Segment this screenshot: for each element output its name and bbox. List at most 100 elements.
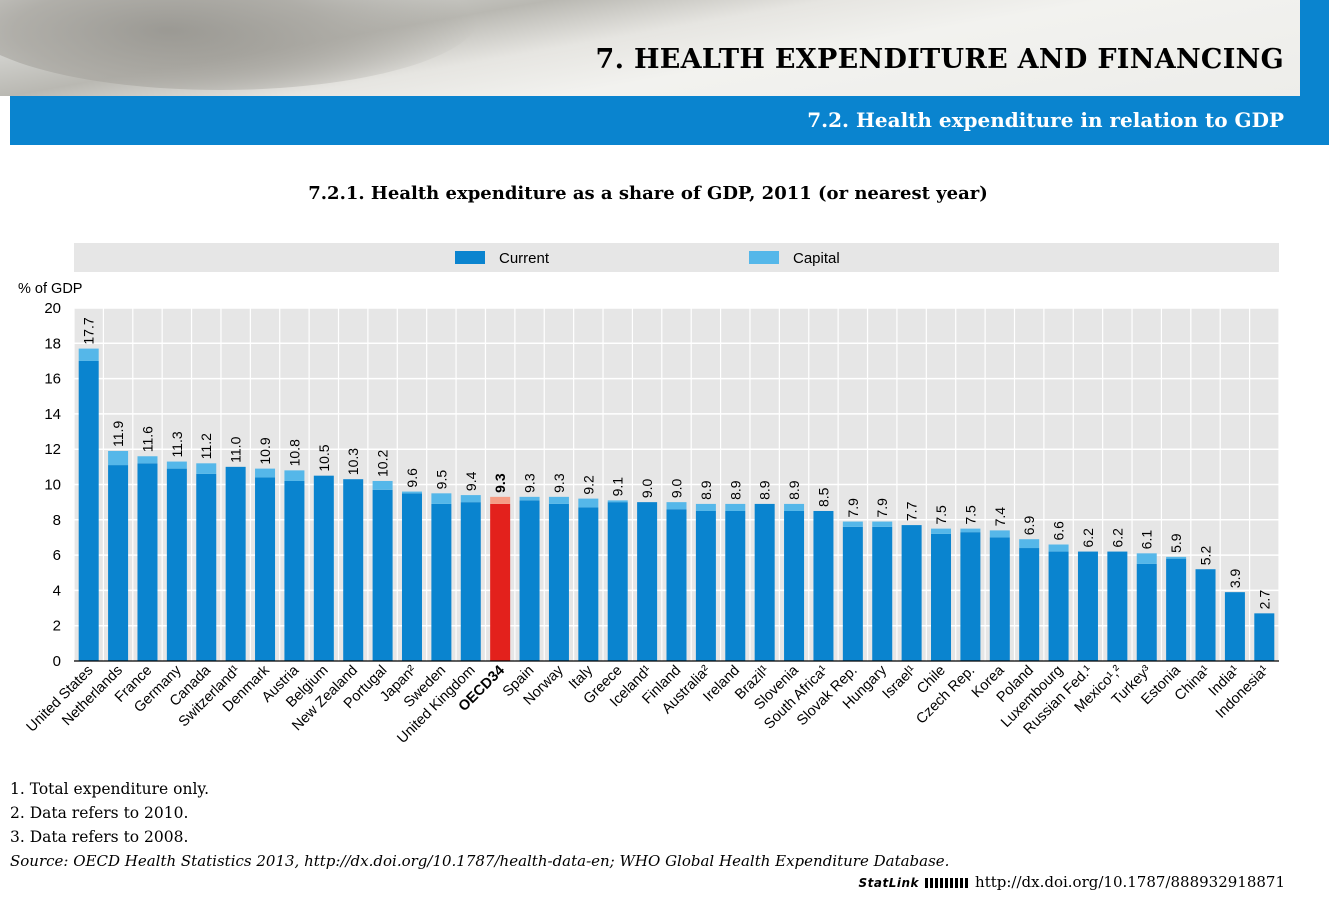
footnote-2: 2. Data refers to 2010. [10,804,189,822]
footnotes: 1. Total expenditure only. 2. Data refer… [10,777,949,873]
bar-value-label: 9.2 [580,475,596,495]
bar-capital [607,500,628,503]
bar-current [372,489,393,661]
bar-capital [196,463,217,474]
bar-value-label: 11.3 [169,431,185,457]
bar-value-label: 6.1 [1139,530,1155,550]
bar-value-label: 9.0 [639,478,655,498]
bar-value-label: 7.5 [933,505,949,525]
y-tick-label: 16 [44,371,61,388]
bar-current [519,500,540,661]
bar-capital [548,496,569,504]
bar-current [637,502,658,661]
bar-current [813,510,834,661]
legend-background [74,243,1279,272]
statlink-label: StatLink [858,876,920,890]
bar-current [666,509,687,661]
bar-current [401,493,422,661]
y-tick-label: 18 [44,335,61,352]
bar-value-label: 10.2 [375,450,391,477]
y-tick-label: 8 [53,512,61,529]
chart-title: 7.2.1. Health expenditure as a share of … [308,183,988,204]
bar-capital [1136,553,1157,564]
bar-value-label: 6.2 [1109,528,1125,548]
y-tick-label: 12 [44,441,61,458]
bar-capital [1019,539,1040,549]
bar-value-label: 9.6 [404,468,420,488]
statlink: StatLink http://dx.doi.org/10.1787/888932… [859,873,1285,891]
bar-current [725,510,746,661]
bar-value-label: 9.0 [669,478,685,498]
bar-current [284,480,305,661]
section-header: 7.2. Health expenditure in relation to G… [10,96,1300,145]
bar-capital [460,495,481,503]
bar-current [989,537,1010,661]
bar-current [78,360,99,661]
bar-value-label: 8.9 [727,480,743,500]
bar-value-label: 7.4 [992,507,1008,527]
bar-capital [519,496,540,501]
bar-capital [166,461,187,469]
bar-current [784,510,805,661]
bar-value-label: 10.3 [345,448,361,475]
bar-value-label: 7.7 [904,501,920,521]
section-title: 7.2. Health expenditure in relation to G… [807,108,1284,132]
bar-capital [401,491,422,494]
bar-value-label: 9.4 [463,471,479,491]
bar-current [225,466,246,661]
bar-value-label: 7.9 [845,498,861,518]
bar-value-label: 8.9 [698,480,714,500]
bar-current [1107,551,1128,661]
bar-value-label: 6.2 [1080,528,1096,548]
bar-capital [137,456,158,464]
footnote-3: 3. Data refers to 2008. [10,828,189,846]
source-note: Source: OECD Health Statistics 2013, htt… [10,852,950,870]
bar-value-label: 9.1 [610,477,626,497]
bar-current [313,475,334,661]
bar-value-label: 6.6 [1051,521,1067,541]
legend-swatch-current [455,251,485,264]
bar-value-label: 9.3 [551,473,567,493]
legend-label-current: Current [499,250,550,267]
y-tick-label: 10 [44,477,61,494]
bar-capital [255,468,276,478]
chapter-title: 7. HEALTH EXPENDITURE AND FINANCING [595,44,1284,75]
bar-value-label: 11.2 [198,433,214,459]
bar-current [460,502,481,661]
bar-value-label: 6.9 [1021,516,1037,536]
bar-capital [695,503,716,511]
bar-value-label: 8.5 [815,487,831,507]
bar-value-label: 9.3 [492,473,508,493]
bar-value-label: 11.6 [139,426,155,452]
bar-value-label: 11.9 [110,421,126,447]
bar-capital [1048,544,1069,552]
bar-value-label: 17.7 [81,317,97,344]
bar-current [931,533,952,661]
y-tick-label: 0 [53,653,61,670]
bar-value-label: 9.3 [522,473,538,493]
bar-value-label: 5.9 [1168,533,1184,553]
header-edge-stripe [1300,0,1329,145]
bar-current [548,503,569,661]
bar-value-label: 10.9 [257,437,273,464]
statlink-url[interactable]: http://dx.doi.org/10.1787/888932918871 [975,873,1285,891]
bar-current [1254,613,1275,661]
bar-value-label: 8.9 [757,480,773,500]
header-banner: 7. HEALTH EXPENDITURE AND FINANCING [0,0,1300,96]
bar-current [842,526,863,661]
bar-current [695,510,716,661]
bar-capital [372,480,393,490]
bar-capital [108,450,129,466]
y-tick-label: 20 [44,300,61,317]
bar-value-label: 10.5 [316,444,332,471]
legend-swatch-capital [749,251,779,264]
bar-current [960,532,981,661]
statlink-icon [925,878,970,888]
bar-current [196,473,217,661]
bar-capital [1166,556,1187,559]
bar-value-label: 9.5 [433,470,449,490]
bar-current [1077,551,1098,661]
bar-current [872,526,893,661]
bar-capital [78,348,99,361]
bar-capital [960,528,981,533]
